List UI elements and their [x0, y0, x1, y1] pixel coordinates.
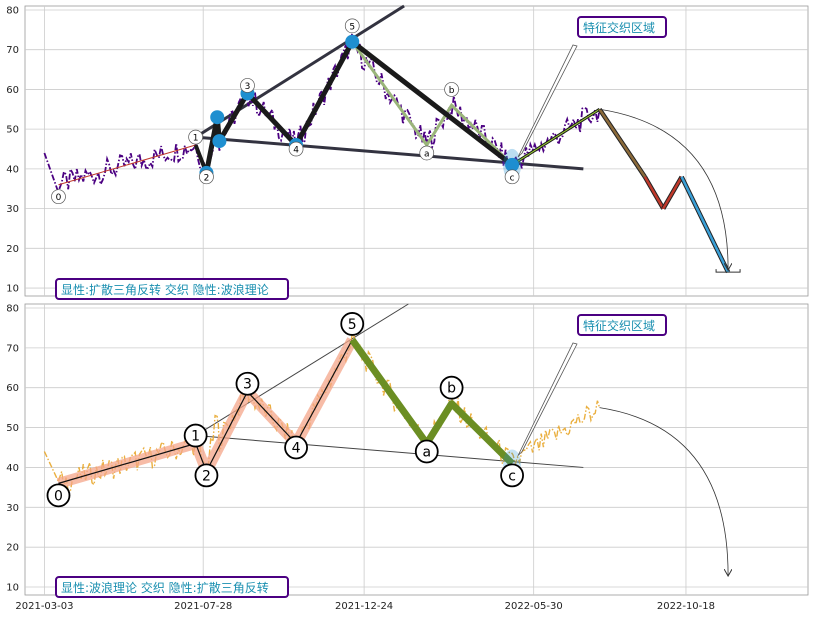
top-y-tick-label: 80	[6, 5, 19, 16]
top-y-tick-label: 60	[6, 85, 19, 96]
impulse-line	[58, 339, 353, 484]
bottom-series: 0 1 2 3 4 5 a b c	[43, 303, 729, 575]
bottom-y-tick-label: 60	[6, 383, 19, 394]
top-y-tick-label: 10	[6, 284, 19, 295]
wave-label-a: a	[424, 149, 430, 159]
bottom-callout-box: 特征交织区域	[577, 314, 667, 336]
wave-label-circle	[199, 169, 214, 185]
wave-label-circle	[188, 129, 203, 145]
x-tick-label: 2022-05-30	[505, 601, 563, 612]
wave-label-circle	[500, 463, 524, 488]
x-tick-label: 2021-03-03	[15, 601, 73, 612]
wave-label-3: 3	[245, 82, 251, 92]
wave-label-circle	[235, 371, 260, 396]
wave-label-4: 4	[293, 146, 299, 156]
top-callout-text: 特征交织区域	[583, 20, 655, 35]
wave-label-circle	[504, 169, 520, 185]
impulse-marker	[212, 134, 227, 149]
wave-label-circle	[51, 189, 66, 205]
top-y-tick-label: 30	[6, 204, 19, 215]
top-callout-box: 特征交织区域	[577, 16, 667, 38]
wave-label-circle	[344, 18, 360, 34]
bottom-callout-text: 特征交织区域	[583, 318, 655, 333]
callout-pointer	[517, 342, 578, 456]
impulse-marker	[210, 110, 225, 125]
corrective-wave-line	[349, 337, 515, 466]
wave-0-1-line	[58, 144, 196, 186]
x-tick-label: 2021-12-24	[335, 601, 393, 612]
impulse-marker	[505, 157, 520, 172]
wave-label-0: 0	[56, 193, 62, 203]
wave-label-1: 1	[191, 429, 200, 445]
wave-label-2: 2	[204, 173, 210, 183]
impulse-marker	[345, 34, 360, 49]
projection-arrow	[599, 108, 729, 269]
wave-label-2: 2	[202, 468, 211, 484]
bottom-y-tick-label: 50	[6, 423, 19, 434]
corrective-wave-line	[351, 40, 514, 166]
top-y-tick-label: 40	[6, 164, 19, 175]
top-annotation-box: 显性:扩散三角反转 交织 隐性:波浪理论	[55, 278, 289, 300]
wave-label-circle	[46, 483, 71, 508]
wave-label-b: b	[447, 381, 456, 397]
wave-label-circle	[419, 145, 435, 161]
c-to-projection-highlight	[511, 108, 600, 166]
wave-label-circle	[284, 435, 308, 460]
bottom-y-tick-labels: 10 20 30 40 50 60 70 80	[6, 303, 19, 593]
wave-label-circle	[414, 439, 439, 464]
wave-label-3: 3	[243, 377, 252, 393]
wave-label-circle	[444, 82, 459, 97]
bottom-annotation-box: 显性:波浪理论 交织 隐性:扩散三角反转	[55, 576, 289, 598]
projection-segment	[680, 176, 730, 273]
wave-label-5: 5	[348, 317, 357, 333]
bottom-y-tick-label: 10	[6, 583, 19, 594]
bottom-y-tick-label: 40	[6, 463, 19, 474]
wave-label-circle	[439, 375, 464, 400]
wave-label-a: a	[422, 444, 431, 460]
projection-arrow	[599, 407, 729, 575]
top-y-tick-label: 20	[6, 244, 19, 255]
projection-segment	[643, 176, 665, 210]
wave-label-circle	[194, 463, 219, 488]
top-y-tick-labels: 10 20 30 40 50 60 70 80	[6, 5, 19, 294]
wave-label-circle	[340, 312, 365, 336]
wave-label-0: 0	[54, 488, 63, 504]
bottom-y-tick-label: 20	[6, 543, 19, 554]
wave-label-b: b	[449, 86, 455, 96]
top-y-tick-label: 70	[6, 45, 19, 56]
callout-pointer	[517, 44, 578, 158]
x-tick-label: 2021-07-28	[174, 601, 232, 612]
bottom-y-tick-label: 30	[6, 503, 19, 514]
wave-label-circle	[240, 78, 255, 93]
wave-label-circle	[288, 141, 304, 157]
top-annotation-text: 显性:扩散三角反转 交织 隐性:波浪理论	[61, 282, 269, 297]
x-tick-label: 2022-10-18	[657, 601, 715, 612]
projection-segment	[598, 108, 646, 178]
bottom-y-tick-label: 70	[6, 343, 19, 354]
wave-label-circle	[183, 423, 208, 448]
wave-label-5: 5	[349, 22, 355, 32]
wave-label-c: c	[508, 468, 516, 484]
top-y-tick-label: 50	[6, 125, 19, 136]
top-series: 0 1 2 3 4 5 a b c	[43, 4, 741, 274]
projection-segment	[662, 176, 683, 210]
triangle-lower-line	[195, 435, 584, 468]
target-bracket	[715, 269, 741, 273]
bottom-y-tick-label: 80	[6, 303, 19, 314]
wave-label-4: 4	[292, 441, 301, 457]
bottom-annotation-text: 显性:波浪理论 交织 隐性:扩散三角反转	[61, 580, 269, 595]
wave-label-1: 1	[193, 134, 199, 144]
wave-label-c: c	[510, 173, 515, 183]
top-chart-panel: 10 20 30 40 50 60 70 80 0 1 2 3 4 5 a b c 显性:扩散三角反转 交织 …	[6, 4, 809, 300]
bottom-x-tick-labels: 2021-03-03 2021-07-28 2021-12-24 2022-05-30…	[15, 601, 715, 612]
